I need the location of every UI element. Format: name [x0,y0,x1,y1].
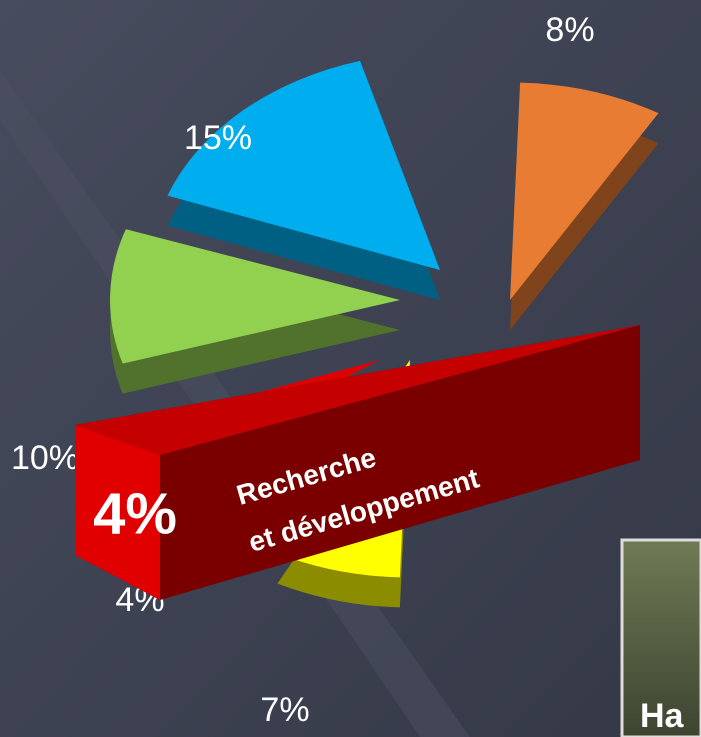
value-label: 8% [545,11,594,49]
value-label: 15% [184,119,252,157]
slice [510,82,659,300]
callout: 4% Recherche et développement [75,325,640,600]
slice [167,60,440,270]
callout-slab [75,325,640,600]
value-label: 10% [11,439,79,477]
slice [110,229,400,364]
photo-caption: Ha [640,697,685,735]
value-label: 7% [260,691,309,729]
callout-value: 4% [93,481,177,546]
callout-top [75,325,640,455]
photo [620,538,701,737]
callout-face [75,425,160,600]
